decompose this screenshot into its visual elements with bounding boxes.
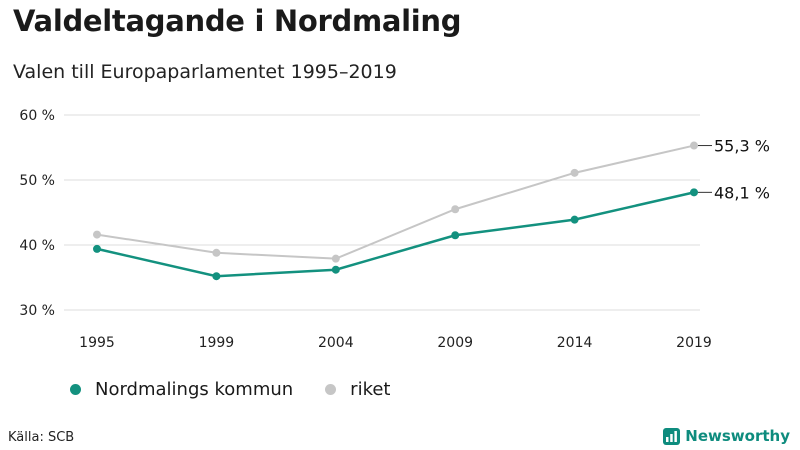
y-tick-label: 40 %: [19, 238, 55, 254]
end-label-riket: 55,3 %: [714, 137, 770, 156]
series-line-nordmaling: [96, 191, 695, 278]
data-point-riket: [690, 141, 698, 150]
end-labels: 55,3 % 48,1 %: [698, 137, 770, 202]
data-point-riket: [451, 205, 460, 214]
data-point-nordmaling: [570, 215, 579, 224]
source-note: Källa: SCB: [8, 430, 75, 445]
legend-label-riket: riket: [350, 379, 391, 400]
legend-item-nordmaling: Nordmalings kommun: [70, 379, 293, 400]
end-label-nordmaling: 48,1 %: [714, 183, 770, 202]
bar-chart-icon: [663, 427, 681, 445]
x-tick-label: 2004: [318, 335, 354, 351]
y-axis-ticks: 30 % 40 % 50 % 60 %: [19, 108, 55, 319]
data-point-riket: [331, 254, 340, 263]
y-tick-label: 50 %: [19, 173, 55, 189]
x-axis-ticks: 1995 1999 2004 2009 2014 2019: [79, 335, 712, 351]
x-tick-label: 1999: [199, 335, 235, 351]
legend-swatch-nordmaling: [70, 384, 81, 395]
x-tick-label: 1995: [79, 335, 115, 351]
x-tick-label: 2014: [557, 335, 593, 351]
chart-subtitle: Valen till Europaparlamentet 1995–2019: [13, 61, 397, 83]
data-point-riket: [93, 230, 101, 239]
data-point-riket: [570, 168, 579, 177]
series-group: [93, 141, 698, 281]
x-tick-label: 2009: [437, 335, 473, 351]
data-point-nordmaling: [212, 272, 221, 281]
legend-label-nordmaling: Nordmalings kommun: [95, 379, 294, 400]
data-point-nordmaling: [690, 188, 698, 197]
data-point-nordmaling: [93, 244, 101, 253]
x-tick-label: 2019: [676, 335, 712, 351]
series-line-riket: [96, 144, 695, 260]
y-tick-label: 60 %: [19, 108, 55, 124]
data-point-nordmaling: [331, 265, 340, 274]
legend-item-riket: riket: [325, 379, 391, 400]
data-point-riket: [212, 248, 221, 257]
legend-swatch-riket: [325, 384, 337, 395]
brand-logo: Newsworthy: [663, 427, 790, 445]
brand-name: Newsworthy: [685, 427, 790, 445]
legend: Nordmalings kommun riket: [70, 379, 423, 400]
chart-title: Valdeltagande i Nordmaling: [13, 4, 462, 38]
y-tick-label: 30 %: [19, 303, 55, 319]
data-point-nordmaling: [451, 231, 460, 240]
